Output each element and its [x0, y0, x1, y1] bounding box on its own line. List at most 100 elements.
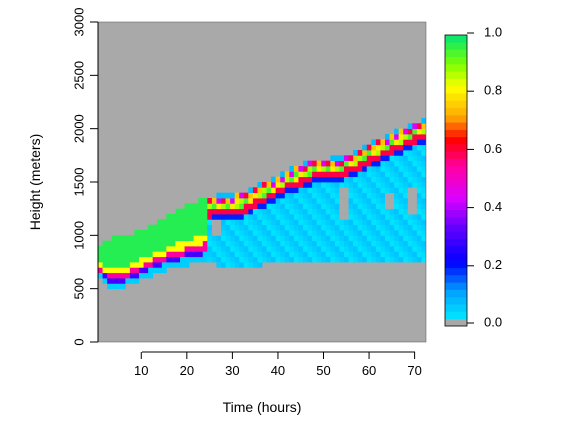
heatmap-cell [421, 214, 426, 220]
heatmap-cell [298, 187, 304, 194]
heatmap-cell [403, 224, 409, 231]
heatmap-cell [125, 251, 131, 258]
heatmap-cell [107, 246, 113, 252]
heatmap-cell [293, 230, 299, 236]
heatmap-cell [189, 240, 195, 247]
heatmap-cell [334, 182, 340, 188]
heatmap-cell [330, 155, 336, 162]
heatmap-cell [380, 219, 386, 226]
heatmap-cell [421, 155, 426, 162]
heatmap-cell [262, 251, 267, 258]
heatmap-cell [298, 214, 304, 220]
heatmap-cell [225, 251, 231, 258]
heatmap-cell [357, 219, 363, 226]
heatmap-cell [357, 224, 363, 231]
heatmap-cell [257, 256, 263, 263]
heatmap-cell [389, 256, 395, 263]
heatmap-cell [398, 171, 404, 178]
heatmap-cell [362, 224, 368, 231]
heatmap-cell [161, 267, 167, 274]
heatmap-cell [398, 208, 404, 215]
heatmap-cell [275, 192, 281, 199]
heatmap-cell [375, 176, 381, 183]
heatmap-cell [348, 198, 354, 204]
heatmap-cell [207, 203, 213, 210]
heatmap-cell [348, 171, 354, 178]
heatmap-cell [225, 240, 231, 247]
heatmap-cell [412, 240, 418, 247]
heatmap-cell [380, 208, 386, 215]
heatmap-cell [389, 176, 395, 183]
heatmap-cell [416, 214, 422, 220]
heatmap-cell [403, 192, 409, 199]
heatmap-cell [266, 214, 272, 220]
heatmap-cell [298, 251, 304, 258]
heatmap-cell [252, 262, 258, 268]
heatmap-cell [211, 246, 217, 252]
heatmap-cell [407, 224, 413, 231]
heatmap-cell [275, 240, 281, 247]
heatmap-cell [316, 214, 322, 220]
heatmap-cell [421, 256, 426, 263]
heatmap-cell [139, 240, 144, 247]
heatmap-cell [184, 246, 190, 252]
heatmap-cell [303, 256, 308, 263]
heatmap-cell [252, 187, 258, 194]
heatmap-cell [398, 198, 404, 204]
heatmap-cell [357, 208, 363, 215]
heatmap-cell [385, 171, 390, 178]
colorbar-segment [445, 209, 467, 218]
heatmap-cell [330, 160, 336, 167]
y-tick-label: 2500 [71, 61, 86, 90]
heatmap-cell [202, 203, 208, 210]
heatmap-cell [330, 171, 336, 178]
heatmap-cell [366, 235, 372, 242]
heatmap-cell [262, 219, 267, 226]
heatmap-cell [380, 182, 386, 188]
heatmap-cell [243, 214, 249, 220]
heatmap-cell [134, 272, 140, 279]
heatmap-cell [252, 203, 258, 210]
heatmap-cell [366, 155, 372, 162]
heatmap-cell [389, 155, 395, 162]
heatmap-cell [298, 230, 304, 236]
heatmap-cell [421, 235, 426, 242]
heatmap-cell [120, 267, 126, 274]
heatmap-cell [385, 224, 390, 231]
heatmap-cell [339, 182, 345, 188]
heatmap-cell [284, 176, 290, 183]
heatmap-cell [148, 272, 154, 279]
heatmap-cell [389, 251, 395, 258]
heatmap-cell [307, 219, 313, 226]
heatmap-cell [239, 198, 245, 204]
heatmap-cell [216, 214, 222, 220]
heatmap-cell [134, 262, 140, 268]
heatmap-cell [353, 251, 359, 258]
heatmap-cell [421, 166, 426, 172]
heatmap-cell [275, 208, 281, 215]
heatmap-cell [353, 214, 359, 220]
heatmap-cell [239, 192, 245, 199]
heatmap-cell [316, 256, 322, 263]
heatmap-cell [111, 272, 117, 279]
heatmap-cell [157, 251, 163, 258]
heatmap-cell [202, 251, 208, 258]
heatmap-cell [362, 160, 368, 167]
heatmap-cell [407, 240, 413, 247]
heatmap-cell [180, 214, 185, 220]
heatmap-cell [312, 198, 318, 204]
heatmap-cell [289, 208, 295, 215]
heatmap-cell [412, 166, 418, 172]
heatmap-cell [348, 224, 354, 231]
heatmap-cell [111, 267, 117, 274]
heatmap-cell [293, 192, 299, 199]
heatmap-cell [389, 230, 395, 236]
heatmap-cell [293, 235, 299, 242]
heatmap-cell [262, 246, 267, 252]
heatmap-cell [129, 235, 135, 242]
heatmap-cell [271, 230, 277, 236]
heatmap-cell [366, 246, 372, 252]
heatmap-cell [129, 256, 135, 263]
heatmap-cell [166, 219, 172, 226]
